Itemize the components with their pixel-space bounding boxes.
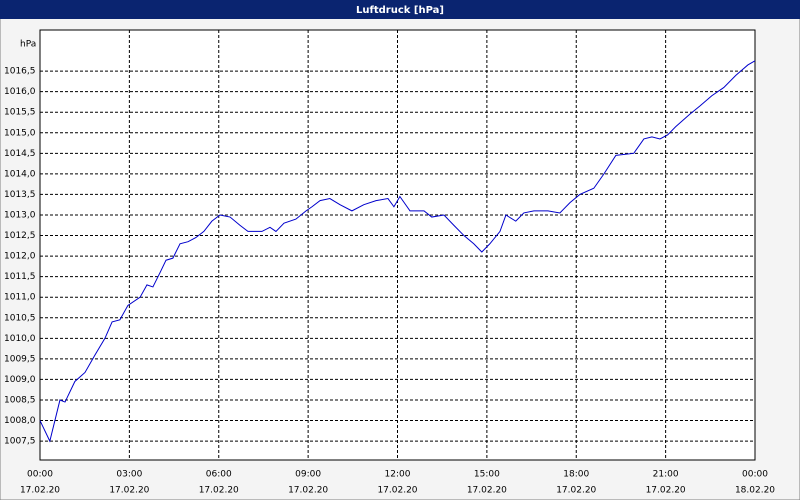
x-tick-date: 17.02.20 [20,486,60,496]
x-tick-date: 17.02.20 [288,486,328,496]
y-tick-label: 1009,0 [4,375,36,385]
title-bar [0,0,800,19]
x-tick-label: 18:00 [563,470,589,480]
y-tick-label: 1016,0 [4,87,36,97]
x-tick-label: 15:00 [474,470,500,480]
y-tick-label: 1016,5 [4,67,36,77]
x-tick-label: 21:00 [653,470,679,480]
x-tick-label: 12:00 [385,470,411,480]
y-tick-label: 1013,5 [4,190,36,200]
chart-title: Luftdruck [hPa] [356,5,444,16]
y-tick-label: 1009,5 [4,354,36,364]
x-tick-date: 17.02.20 [199,486,239,496]
x-tick-label: 03:00 [116,470,142,480]
x-tick-date: 17.02.20 [556,486,596,496]
y-tick-label: 1011,5 [4,272,36,282]
y-tick-label: 1008,0 [4,416,36,426]
y-tick-label: 1008,5 [4,395,36,405]
y-tick-label: 1012,5 [4,231,36,241]
y-tick-label: 1013,0 [4,210,36,220]
x-tick-date: 17.02.20 [646,486,686,496]
y-tick-label: 1014,5 [4,149,36,159]
y-tick-label: 1010,5 [4,313,36,323]
x-tick-label: 00:00 [742,470,768,480]
y-tick-label: 1015,0 [4,128,36,138]
x-tick-label: 06:00 [206,470,232,480]
y-tick-label: 1011,0 [4,293,36,303]
x-tick-label: 09:00 [295,470,321,480]
x-tick-date: 17.02.20 [467,486,507,496]
y-tick-label: 1010,0 [4,334,36,344]
x-tick-date: 18.02.20 [735,486,775,496]
y-tick-label: 1012,0 [4,252,36,262]
line-series [39,60,756,443]
x-tick-date: 17.02.20 [109,486,149,496]
x-tick-label: 00:00 [27,470,53,480]
y-axis-label: hPa [20,40,36,50]
x-tick-date: 17.02.20 [377,486,417,496]
y-tick-label: 1015,5 [4,108,36,118]
y-tick-label: 1007,5 [4,437,36,447]
y-tick-label: 1014,0 [4,169,36,179]
